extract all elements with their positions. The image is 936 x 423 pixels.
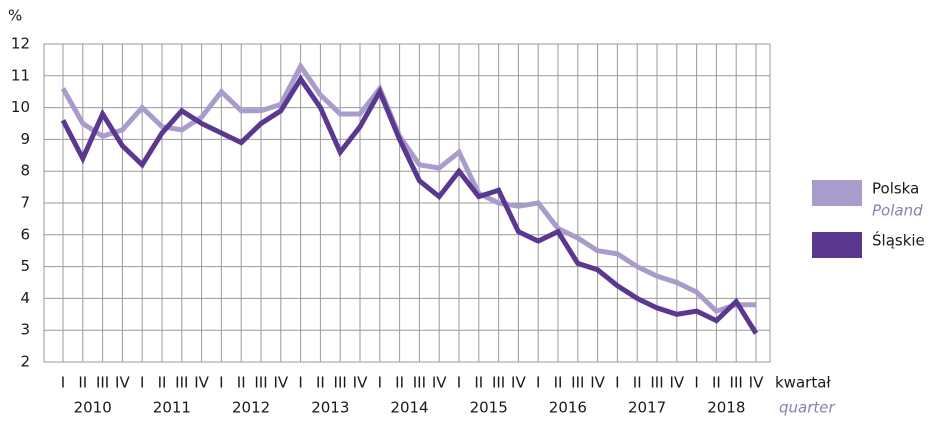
- year-label: 2016: [549, 399, 587, 417]
- x-tick-label: III: [730, 374, 743, 392]
- x-tick-label: IV: [511, 374, 526, 392]
- x-tick-label: IV: [432, 374, 447, 392]
- x-tick-label: II: [633, 374, 642, 392]
- x-tick-label: III: [334, 374, 347, 392]
- year-label: 2018: [707, 399, 745, 417]
- y-tick-label: 2: [20, 353, 30, 371]
- y-tick-label: 6: [20, 225, 30, 243]
- x-tick-label: I: [457, 374, 461, 392]
- x-tick-label: I: [378, 374, 382, 392]
- series-line: [60, 61, 756, 314]
- year-label: 2010: [74, 399, 112, 417]
- x-tick-label: IV: [273, 374, 288, 392]
- y-tick-label: 4: [20, 289, 30, 307]
- y-tick-label: 10: [11, 98, 30, 116]
- y-tick-label: 3: [20, 321, 30, 339]
- x-label-en: quarter: [779, 399, 835, 417]
- y-tick-label: 5: [20, 257, 30, 275]
- y-unit: %: [8, 7, 22, 25]
- x-tick-label: III: [492, 374, 505, 392]
- legend-swatch: [812, 180, 862, 206]
- x-tick-label: III: [571, 374, 584, 392]
- series-line: [60, 74, 759, 335]
- x-tick-label: IV: [590, 374, 605, 392]
- x-tick-label: I: [61, 374, 65, 392]
- x-tick-label: I: [298, 374, 302, 392]
- x-tick-label: II: [237, 374, 246, 392]
- x-tick-label: II: [395, 374, 404, 392]
- x-tick-label: III: [650, 374, 663, 392]
- x-tick-label: IV: [194, 374, 209, 392]
- y-tick-label: 7: [20, 194, 30, 212]
- year-label: 2011: [153, 399, 191, 417]
- y-tick-label: 12: [11, 35, 30, 53]
- x-tick-label: I: [219, 374, 223, 392]
- year-label: 2015: [470, 399, 508, 417]
- x-tick-label: II: [712, 374, 721, 392]
- x-tick-label: III: [96, 374, 109, 392]
- y-tick-label: 11: [11, 66, 30, 84]
- x-tick-label: III: [413, 374, 426, 392]
- x-tick-label: II: [158, 374, 167, 392]
- x-tick-label: II: [474, 374, 483, 392]
- x-tick-label: IV: [353, 374, 368, 392]
- x-tick-label: I: [140, 374, 144, 392]
- x-tick-label: I: [615, 374, 619, 392]
- legend-swatch: [812, 232, 862, 258]
- year-label: 2014: [390, 399, 428, 417]
- year-label: 2013: [311, 399, 349, 417]
- x-label: kwartał: [775, 374, 831, 392]
- x-tick-label: I: [536, 374, 540, 392]
- x-tick-label: I: [694, 374, 698, 392]
- x-tick-label: IV: [115, 374, 130, 392]
- year-label: 2012: [232, 399, 270, 417]
- x-tick-label: II: [78, 374, 87, 392]
- x-tick-label: IV: [669, 374, 684, 392]
- y-tick-label: 8: [20, 162, 30, 180]
- x-tick-label: II: [316, 374, 325, 392]
- legend-label-en: Poland: [872, 202, 923, 220]
- x-tick-label: IV: [749, 374, 764, 392]
- year-label: 2017: [628, 399, 666, 417]
- legend-label: Śląskie: [872, 231, 925, 250]
- x-tick-label: III: [175, 374, 188, 392]
- x-tick-label: III: [254, 374, 267, 392]
- x-tick-label: II: [554, 374, 563, 392]
- y-tick-label: 9: [20, 130, 30, 148]
- legend-label: Polska: [872, 180, 919, 198]
